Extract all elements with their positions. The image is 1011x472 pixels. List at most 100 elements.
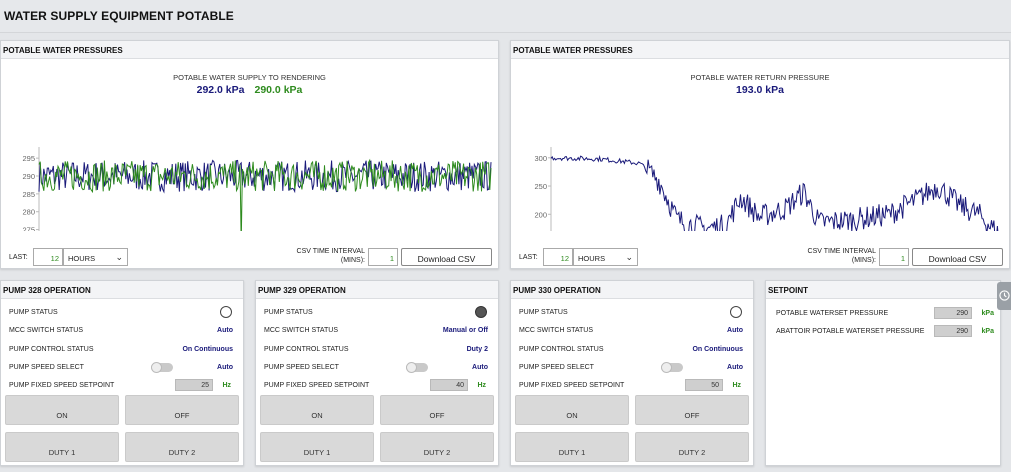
chart-title: POTABLE WATER RETURN PRESSURE — [690, 73, 830, 82]
mcc-switch-row: MCC SWITCH STATUS Auto — [519, 324, 745, 338]
pump-setpoint-unit: Hz — [732, 382, 741, 389]
last-value-input[interactable]: 12 — [543, 248, 573, 266]
download-csv-button[interactable]: Download CSV — [401, 248, 492, 266]
pump-duty2-button[interactable]: DUTY 2 — [635, 432, 749, 462]
y-tick-label: 250 — [534, 182, 547, 191]
pump-duty1-button[interactable]: DUTY 1 — [5, 432, 119, 462]
chart-panel-supply: POTABLE WATER PRESSURES POTABLE WATER SU… — [0, 40, 499, 269]
pump-setpoint-input[interactable]: 25 — [175, 379, 213, 391]
csv-interval-input[interactable]: 1 — [368, 248, 398, 266]
pump-duty1-button[interactable]: DUTY 1 — [260, 432, 374, 462]
pump-speed-select-label: PUMP SPEED SELECT — [9, 364, 84, 371]
download-csv-button[interactable]: Download CSV — [912, 248, 1003, 266]
pump-on-button[interactable]: ON — [5, 395, 119, 425]
potable-waterset-pressure-input[interactable]: 290 — [934, 307, 972, 319]
chevron-down-icon: ⌄ — [625, 252, 633, 262]
pump-speed-select-row: PUMP SPEED SELECT Auto — [264, 361, 490, 375]
pump-status-row: PUMP STATUS — [519, 306, 745, 320]
mcc-switch-label: MCC SWITCH STATUS — [9, 327, 84, 334]
pump-control-row: PUMP CONTROL STATUS Duty 2 — [264, 343, 490, 357]
mcc-switch-value: Auto — [217, 327, 233, 334]
csv-interval-label: CSV TIME INTERVAL (MINS): — [796, 247, 876, 265]
last-unit-select[interactable]: HOURS ⌄ — [573, 248, 638, 266]
pump-status-indicator — [730, 306, 742, 318]
series-line-1 — [38, 158, 492, 231]
panel-header: POTABLE WATER PRESSURES — [511, 41, 1009, 59]
pump-status-label: PUMP STATUS — [264, 309, 313, 316]
setpoint-row: POTABLE WATERSET PRESSURE 290 kPa — [776, 307, 996, 321]
pump-setpoint-input[interactable]: 50 — [685, 379, 723, 391]
current-value-secondary: 290.0 kPa — [254, 84, 303, 96]
last-unit-value: HOURS — [68, 254, 96, 263]
pump-duty2-button[interactable]: DUTY 2 — [380, 432, 494, 462]
pump-off-button[interactable]: OFF — [125, 395, 239, 425]
last-value-input[interactable]: 12 — [33, 248, 63, 266]
setpoint-row: ABATTOIR POTABLE WATERSET PRESSURE 290 k… — [776, 325, 996, 339]
chart-controls: LAST: 12 HOURS ⌄ CSV TIME INTERVAL (MINS):… — [511, 247, 1009, 267]
last-label: LAST: — [519, 254, 538, 261]
speed-select-toggle[interactable] — [406, 362, 428, 373]
pump-setpoint-row: PUMP FIXED SPEED SETPOINT 25 Hz — [9, 379, 235, 393]
speed-select-toggle[interactable] — [151, 362, 173, 373]
mcc-switch-label: MCC SWITCH STATUS — [519, 327, 594, 334]
y-tick-label: 275 — [22, 226, 35, 231]
pump-speed-select-value: Auto — [217, 364, 233, 371]
supply-pressure-chart[interactable]: 2952902852802752704 AM7 AM9 AM12 PM2 PM — [1, 99, 498, 231]
speed-select-toggle[interactable] — [661, 362, 683, 373]
csv-interval-input[interactable]: 1 — [879, 248, 909, 266]
history-side-tab[interactable] — [997, 282, 1011, 310]
pump-control-row: PUMP CONTROL STATUS On Continuous — [519, 343, 745, 357]
pump-setpoint-unit: Hz — [477, 382, 486, 389]
page-title: WATER SUPPLY EQUIPMENT POTABLE — [4, 9, 234, 23]
panel-header: SETPOINT — [766, 281, 1000, 299]
last-unit-select[interactable]: HOURS ⌄ — [63, 248, 128, 266]
pump-setpoint-label: PUMP FIXED SPEED SETPOINT — [264, 382, 370, 389]
y-tick-label: 290 — [22, 172, 35, 181]
pump-speed-select-value: Auto — [472, 364, 488, 371]
pump-on-button[interactable]: ON — [515, 395, 629, 425]
abattoir-waterset-pressure-input[interactable]: 290 — [934, 325, 972, 337]
pump-off-button[interactable]: OFF — [380, 395, 494, 425]
setpoint-unit: kPa — [981, 328, 994, 335]
pump-duty1-button[interactable]: DUTY 1 — [515, 432, 629, 462]
csv-label-line2: (MINS): — [340, 257, 365, 264]
page-header: WATER SUPPLY EQUIPMENT POTABLE — [0, 0, 1011, 33]
pump-speed-select-row: PUMP SPEED SELECT Auto — [519, 361, 745, 375]
pump-speed-select-label: PUMP SPEED SELECT — [264, 364, 339, 371]
pump-setpoint-row: PUMP FIXED SPEED SETPOINT 50 Hz — [519, 379, 745, 393]
pump-329-panel: PUMP 329 OPERATION PUMP STATUS MCC SWITC… — [255, 280, 499, 466]
pump-setpoint-input[interactable]: 40 — [430, 379, 468, 391]
chevron-down-icon: ⌄ — [115, 252, 123, 262]
pump-setpoint-row: PUMP FIXED SPEED SETPOINT 40 Hz — [264, 379, 490, 393]
panel-header: PUMP 329 OPERATION — [256, 281, 498, 299]
mcc-switch-value: Auto — [727, 327, 743, 334]
pump-status-row: PUMP STATUS — [264, 306, 490, 320]
panel-header: PUMP 330 OPERATION — [511, 281, 753, 299]
mcc-switch-row: MCC SWITCH STATUS Auto — [9, 324, 235, 338]
csv-label-line1: CSV TIME INTERVAL — [296, 248, 365, 255]
return-pressure-chart[interactable]: 3002502001504 AM7 AM9 AM12 PM2 PM — [511, 99, 1009, 231]
mcc-switch-label: MCC SWITCH STATUS — [264, 327, 339, 334]
setpoint-label: ABATTOIR POTABLE WATERSET PRESSURE — [776, 328, 925, 335]
chart-title: POTABLE WATER SUPPLY TO RENDERING — [173, 73, 326, 82]
chart-controls: LAST: 12 HOURS ⌄ CSV TIME INTERVAL (MINS):… — [1, 247, 498, 267]
csv-label-line1: CSV TIME INTERVAL — [807, 248, 876, 255]
pump-control-label: PUMP CONTROL STATUS — [264, 346, 349, 353]
pump-duty2-button[interactable]: DUTY 2 — [125, 432, 239, 462]
y-tick-label: 300 — [534, 154, 547, 163]
csv-interval-label: CSV TIME INTERVAL (MINS): — [285, 247, 365, 265]
pump-speed-select-row: PUMP SPEED SELECT Auto — [9, 361, 235, 375]
panel-header: POTABLE WATER PRESSURES — [1, 41, 498, 59]
chart-current-values: 292.0 kPa 290.0 kPa — [1, 84, 498, 96]
current-value-primary: 193.0 kPa — [736, 84, 784, 96]
y-tick-label: 285 — [22, 190, 35, 199]
pump-off-button[interactable]: OFF — [635, 395, 749, 425]
pump-control-value: Duty 2 — [466, 346, 488, 353]
pump-setpoint-label: PUMP FIXED SPEED SETPOINT — [9, 382, 115, 389]
mcc-switch-value: Manual or Off — [442, 327, 488, 334]
pump-control-label: PUMP CONTROL STATUS — [519, 346, 604, 353]
pump-speed-select-label: PUMP SPEED SELECT — [519, 364, 594, 371]
pump-status-indicator — [220, 306, 232, 318]
pump-control-value: On Continuous — [692, 346, 743, 353]
pump-on-button[interactable]: ON — [260, 395, 374, 425]
